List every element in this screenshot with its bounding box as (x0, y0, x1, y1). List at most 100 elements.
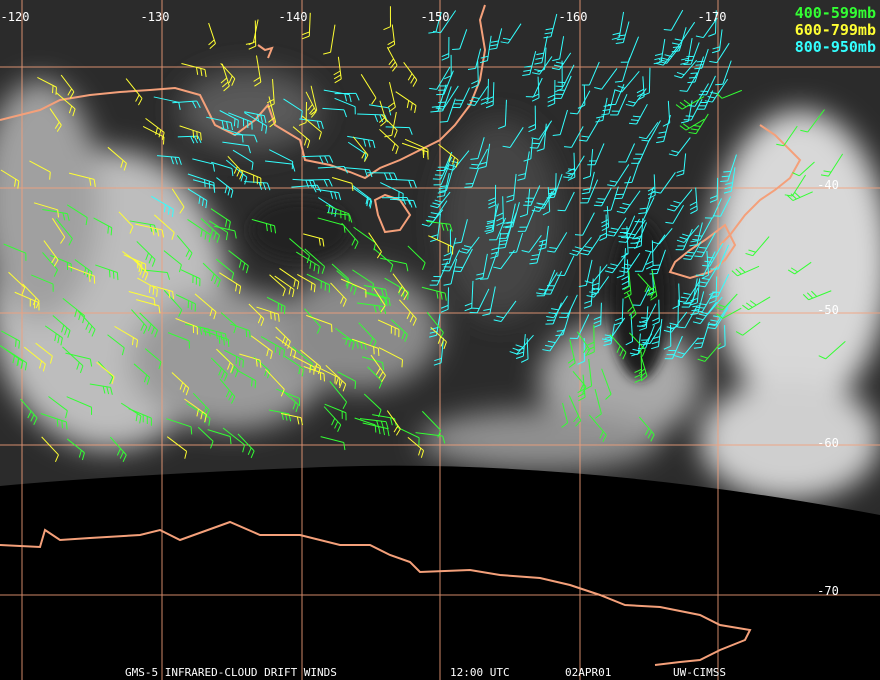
barb-shaft (3, 243, 27, 254)
longitude-label: -120 (1, 10, 30, 24)
barb-tick (179, 206, 185, 214)
wind-barb (505, 202, 520, 229)
barb-tick (213, 311, 217, 320)
barb-tick (384, 134, 392, 138)
barb-tick (185, 249, 190, 257)
barb-tick (599, 236, 607, 241)
barb-tick (695, 342, 703, 345)
barb-tick (787, 269, 795, 275)
barb-tick (224, 219, 228, 227)
barb-shaft (31, 274, 54, 285)
barb-tick (329, 155, 334, 163)
barb-tick (471, 84, 479, 89)
wind-barb (429, 66, 451, 90)
barb-tick (148, 256, 153, 264)
barb-shaft (347, 141, 367, 155)
wind-barb (690, 291, 705, 316)
barb-tick (270, 311, 272, 320)
wind-barb (675, 96, 705, 110)
wind-barb (317, 217, 346, 233)
barb-tick (278, 347, 281, 356)
barb-tick (436, 290, 439, 299)
wind-barb (430, 191, 451, 209)
barb-shaft (716, 42, 730, 63)
wind-barb (324, 403, 347, 421)
barb-tick (593, 204, 602, 207)
barb-shaft (367, 366, 383, 382)
barb-tick (339, 296, 344, 304)
barb-tick (437, 430, 442, 438)
barb-tick (696, 306, 705, 309)
wind-barb (584, 358, 593, 390)
barb-tick (395, 146, 399, 155)
wind-barb (716, 89, 742, 99)
barb-tick (695, 64, 704, 66)
wind-barb (498, 99, 507, 130)
wind-barb (222, 427, 246, 453)
barb-tick (116, 448, 121, 456)
wind-barb (802, 290, 832, 301)
barb-tick (66, 213, 70, 222)
barb-tick (231, 272, 235, 281)
barb-tick (293, 279, 296, 287)
barb-tick (184, 451, 188, 459)
barb-tick (430, 234, 439, 238)
barb-tick (323, 51, 331, 55)
wind-barb (55, 92, 76, 117)
wind-barb (645, 240, 654, 270)
wind-barb (638, 186, 654, 215)
barb-shaft (496, 217, 506, 240)
wind-barb (157, 155, 182, 165)
barb-shaft (276, 388, 300, 399)
barb-shaft (825, 340, 846, 360)
barb-tick (676, 71, 685, 76)
barb-tick (208, 39, 215, 46)
barb-tick (625, 103, 634, 107)
barb-tick (642, 92, 650, 97)
barb-shaft (320, 436, 344, 443)
barb-tick (568, 168, 576, 171)
barb-tick (577, 360, 585, 365)
barb-tick (584, 300, 592, 304)
wind-barb (545, 302, 562, 325)
wind-barb (365, 292, 388, 307)
wind-barb (292, 126, 311, 149)
wind-barb (438, 143, 459, 168)
barb-tick (249, 330, 251, 339)
barb-tick (614, 89, 622, 93)
wind-barb (344, 167, 373, 178)
barb-shaft (380, 257, 407, 265)
barb-shaft (322, 107, 345, 111)
wind-barb (351, 338, 380, 356)
wind-barb (694, 291, 715, 313)
barb-tick (644, 428, 650, 436)
barb-shaft (594, 388, 602, 414)
barb-tick (301, 35, 310, 40)
barb-tick (214, 276, 218, 285)
wind-barb (519, 188, 531, 218)
barb-tick (304, 137, 308, 146)
barb-tick (610, 227, 619, 230)
wind-barb (304, 248, 326, 274)
wind-barb (692, 217, 713, 241)
barb-tick (698, 313, 707, 317)
barb-tick (220, 77, 228, 84)
barb-tick (156, 289, 158, 297)
barb-tick (67, 88, 73, 96)
barb-tick (578, 396, 586, 402)
wind-barb (616, 248, 627, 279)
barb-tick (441, 223, 445, 231)
wind-barb (142, 126, 165, 145)
wind-barb (69, 172, 96, 187)
wind-barb (683, 42, 700, 66)
barb-shaft (532, 77, 543, 98)
barb-tick (496, 212, 504, 217)
barb-shaft (65, 352, 91, 360)
barb-tick (441, 53, 449, 58)
barb-tick (233, 166, 238, 174)
barb-shaft (373, 287, 386, 306)
barb-shaft (562, 402, 569, 423)
barb-tick (709, 60, 717, 64)
barb-tick (64, 327, 68, 336)
barb-tick (256, 114, 260, 122)
